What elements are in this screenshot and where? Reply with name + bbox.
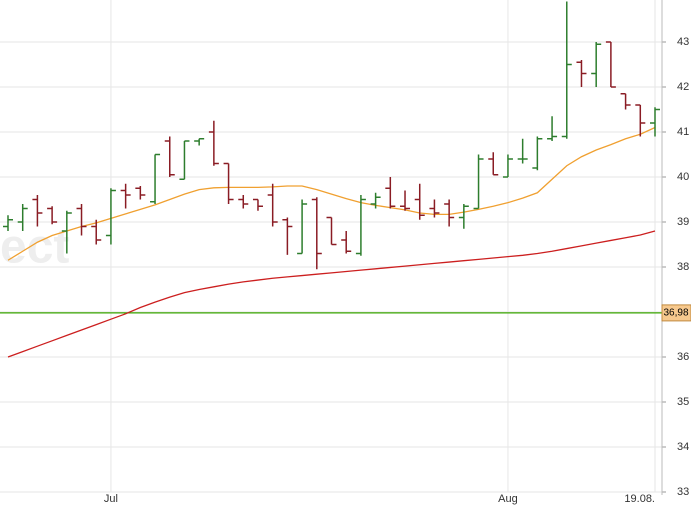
y-tick-label: 44 — [677, 0, 689, 3]
y-tick-label: 35 — [677, 396, 689, 408]
y-tick-label: 43 — [677, 36, 689, 48]
y-tick-label: 42 — [677, 81, 689, 93]
moving-average-line — [7, 126, 656, 261]
x-tick-label: Jul — [104, 493, 118, 505]
x-tick-label: Aug — [498, 493, 518, 505]
y-tick-label: 36 — [677, 351, 689, 363]
watermark: ect — [0, 221, 69, 274]
level-label-box — [661, 304, 691, 322]
x-tick-label: 19.08. — [624, 493, 655, 505]
level-label: 36,98 — [663, 308, 688, 319]
y-tick-label: 34 — [677, 441, 689, 453]
y-tick-label: 39 — [677, 216, 689, 228]
y-tick-label: 40 — [677, 171, 689, 183]
y-tick-label: 38 — [677, 261, 689, 273]
moving-average-line — [7, 230, 656, 358]
y-tick-label: 33 — [677, 486, 689, 498]
y-tick-label: 41 — [677, 126, 689, 138]
